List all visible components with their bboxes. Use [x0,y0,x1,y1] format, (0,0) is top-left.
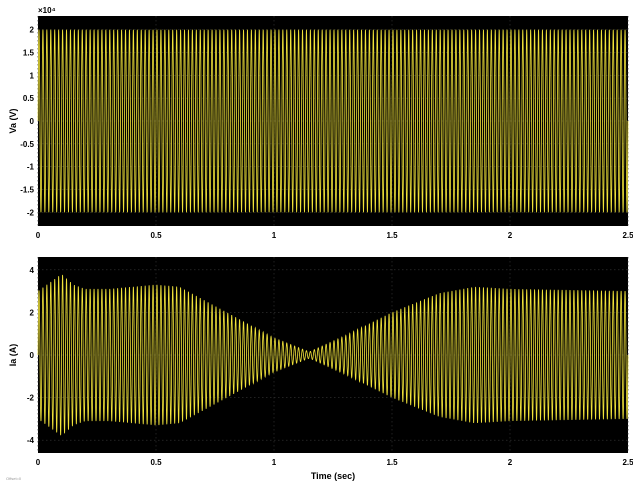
va-x-tick-1: 1 [272,231,277,240]
ia-x-axis-label: Time (sec) [311,471,355,481]
va-y-tick-1-5: -1.5 [20,185,34,194]
ia-x-tick-2-5: 2.5 [622,458,633,467]
ia-y-tick-4: 4 [30,266,35,275]
va-y-tick-1: 1 [30,71,35,80]
va-y-tick-0-5: -0.5 [20,140,34,149]
ia-panel: 0 0.5 1 1.5 2 2.5 4 2 0 -2 -4 Ia (A) Time (sec) [8,257,633,481]
va-x-tick-0-5: 0.5 [150,231,162,240]
va-exponent-label: ×10⁴ [38,6,56,15]
ia-y-tick-4: -4 [27,436,35,445]
va-y-tick-2: -2 [27,208,35,217]
ia-y-tick-2: 2 [30,308,35,317]
ia-x-tick-2: 2 [508,458,513,467]
ia-x-tick-0-5: 0.5 [150,458,162,467]
va-panel: 0 0.5 1 1.5 2 2.5 2 1.5 1 0.5 0 -0.5 -1 -1.5 -2 Va (V) ×… [8,6,633,240]
va-y-tick-2: 2 [30,26,35,35]
ia-x-tick-1: 1 [272,458,277,467]
ia-x-tick-1-5: 1.5 [386,458,398,467]
va-y-tick-1-5: 1.5 [23,49,35,58]
va-x-tick-2: 2 [508,231,513,240]
offset-note: Offset=0 [6,476,22,481]
ia-x-tick-0: 0 [36,458,41,467]
va-y-axis-label: Va (V) [8,108,18,133]
ia-waveform-line [37,274,629,436]
va-y-tick-0: 0 [30,117,35,126]
va-x-tick-0: 0 [36,231,41,240]
ia-y-axis-label: Ia (A) [8,344,18,367]
ia-y-tick-2: -2 [27,394,35,403]
va-y-tick-1: -1 [27,163,35,172]
va-y-tick-0-5: 0.5 [23,94,35,103]
va-x-tick-1-5: 1.5 [386,231,398,240]
ia-y-tick-0: 0 [30,351,35,360]
va-waveform-line [37,29,629,213]
va-x-tick-2-5: 2.5 [622,231,633,240]
